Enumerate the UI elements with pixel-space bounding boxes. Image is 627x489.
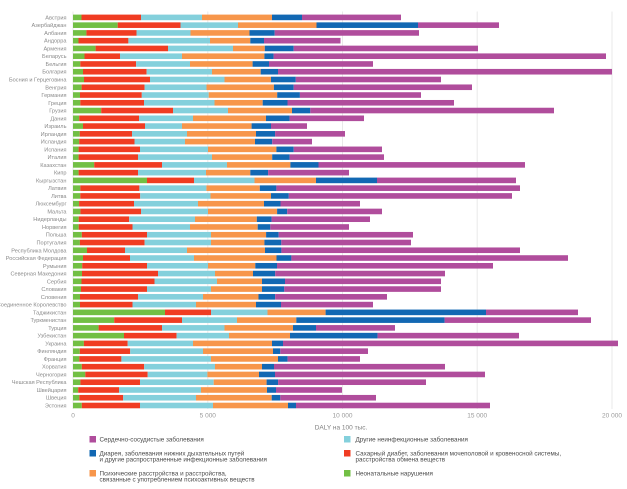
svg-text:Черногория: Черногория: [36, 372, 66, 378]
svg-text:15 000: 15 000: [467, 412, 487, 419]
svg-text:Германия: Германия: [41, 93, 66, 99]
svg-text:Сербия: Сербия: [47, 279, 67, 285]
svg-text:Норвегия: Норвегия: [42, 225, 66, 231]
svg-text:Испания: Испания: [44, 147, 66, 153]
svg-text:Чешская Республика: Чешская Республика: [12, 380, 68, 386]
svg-text:Австрия: Австрия: [45, 15, 66, 21]
svg-text:Туркменистан: Туркменистан: [30, 318, 66, 324]
svg-text:Греция: Греция: [48, 101, 66, 107]
svg-text:Эстония: Эстония: [45, 404, 67, 410]
svg-text:расстройства обмена веществ: расстройства обмена веществ: [356, 455, 446, 463]
svg-text:Нидерланды: Нидерланды: [33, 217, 66, 223]
svg-text:Венгрия: Венгрия: [45, 85, 66, 91]
svg-text:Психические расстройства и рас: Психические расстройства и расстройства,: [100, 469, 227, 477]
svg-text:Соединенное Королевство: Соединенное Королевство: [0, 303, 67, 309]
svg-text:Финляндия: Финляндия: [37, 349, 66, 355]
svg-text:Диарея, заболевания нижних дых: Диарея, заболевания нижних дыхательных п…: [100, 449, 245, 457]
svg-text:5 000: 5 000: [200, 412, 217, 419]
svg-text:Румыния: Румыния: [43, 264, 67, 270]
svg-text:Республика Молдова: Республика Молдова: [11, 248, 67, 254]
svg-text:Франция: Франция: [44, 357, 67, 363]
svg-text:20 000: 20 000: [602, 412, 622, 419]
svg-text:Грузия: Грузия: [49, 109, 66, 115]
svg-text:Литва: Литва: [51, 194, 67, 200]
svg-text:Неонатальные нарушения: Неонатальные нарушения: [356, 470, 433, 477]
svg-text:Ирландия: Ирландия: [41, 132, 67, 138]
svg-text:Кипр: Кипр: [54, 171, 67, 177]
svg-text:Мальта: Мальта: [47, 209, 67, 215]
svg-text:Латвия: Латвия: [48, 186, 66, 192]
svg-text:Беларусь: Беларусь: [42, 54, 67, 60]
svg-text:DALY на 100 тыс.: DALY на 100 тыс.: [315, 425, 368, 432]
svg-text:Словения: Словения: [41, 295, 67, 301]
svg-text:Португалия: Португалия: [37, 241, 67, 247]
svg-text:Албания: Албания: [44, 31, 66, 37]
svg-text:Бельгия: Бельгия: [46, 62, 67, 68]
svg-text:Северная Македония: Северная Македония: [10, 272, 66, 278]
svg-text:Сахарный диабет, заболевания м: Сахарный диабет, заболевания мочеполовой…: [356, 449, 562, 457]
svg-text:Азербайджан: Азербайджан: [32, 22, 67, 29]
svg-text:Исландия: Исландия: [41, 140, 67, 146]
svg-text:Сердечно-сосудистые заболевани: Сердечно-сосудистые заболевания: [100, 435, 204, 443]
svg-text:Казахстан: Казахстан: [40, 163, 66, 169]
svg-text:Другие неинфекционные заболева: Другие неинфекционные заболевания: [356, 435, 468, 443]
svg-text:Андорра: Андорра: [44, 39, 67, 45]
svg-text:Италия: Италия: [47, 155, 66, 161]
svg-text:Швеция: Швеция: [46, 396, 67, 402]
svg-text:Швейцария: Швейцария: [37, 387, 67, 394]
svg-text:Израиль: Израиль: [44, 124, 66, 130]
svg-text:Болгария: Болгария: [42, 70, 66, 76]
svg-text:Дания: Дания: [50, 116, 66, 122]
svg-text:0: 0: [71, 412, 75, 419]
svg-text:Кыргызстан: Кыргызстан: [36, 178, 66, 184]
svg-text:Украина: Украина: [45, 341, 67, 347]
svg-text:и другие распространенные инфе: и другие распространенные инфекционные з…: [100, 455, 267, 463]
svg-text:Польша: Польша: [46, 233, 68, 239]
svg-text:связанные с употреблением псих: связанные с употреблением психоактивных …: [100, 475, 256, 483]
svg-text:Армения: Армения: [43, 46, 66, 52]
svg-text:10 000: 10 000: [333, 412, 353, 419]
svg-text:Босния и Герцеговина: Босния и Герцеговина: [9, 78, 67, 84]
svg-text:Узбекистан: Узбекистан: [37, 334, 66, 340]
svg-text:Таджикистан: Таджикистан: [33, 310, 66, 316]
svg-text:Люксембург: Люксембург: [35, 202, 66, 208]
svg-text:Хорватия: Хорватия: [42, 365, 67, 371]
svg-text:Турция: Турция: [48, 326, 66, 332]
svg-text:Российская Федерация: Российская Федерация: [6, 255, 67, 262]
svg-text:Словакия: Словакия: [41, 287, 66, 293]
